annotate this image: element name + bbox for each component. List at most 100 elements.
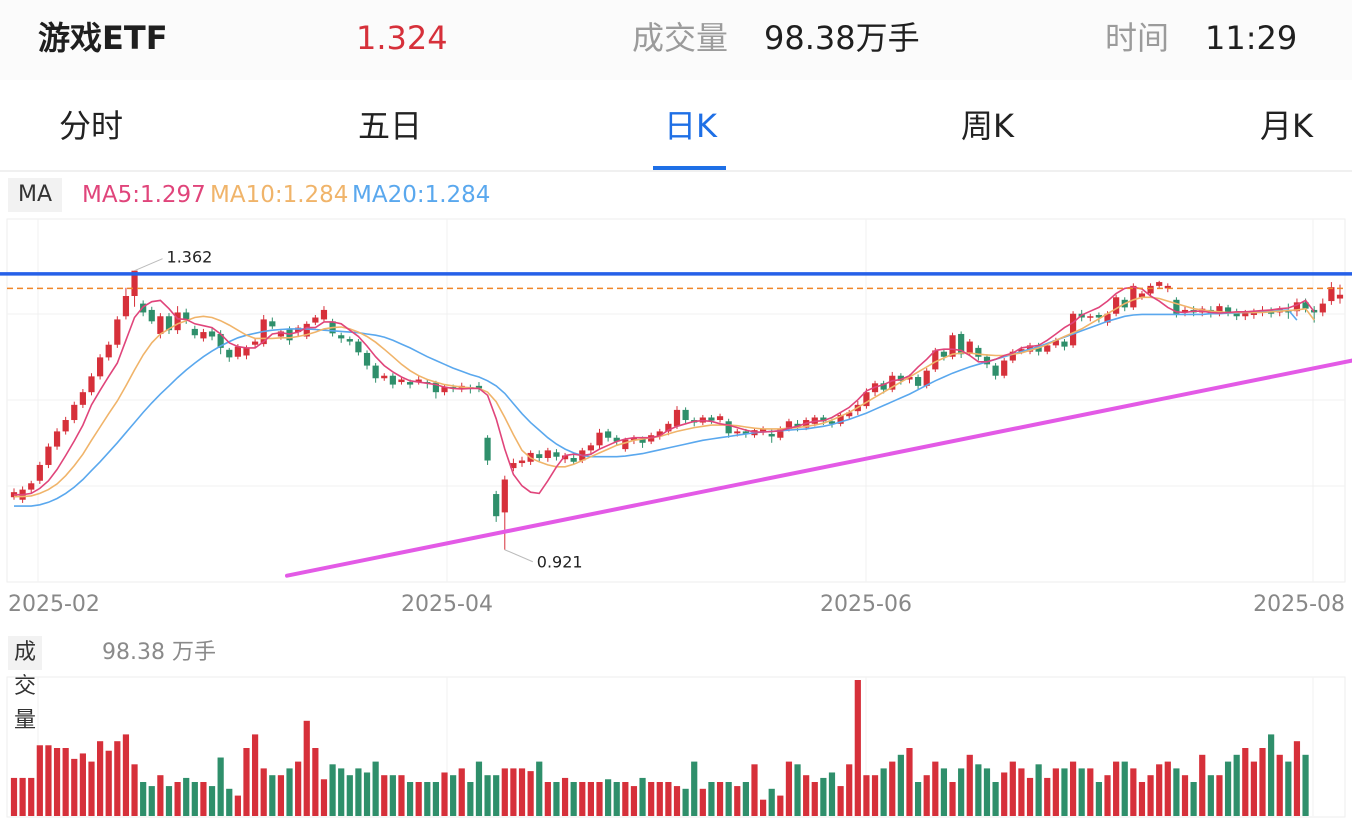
candle-body <box>863 392 870 407</box>
volume-bar <box>260 768 267 816</box>
candlestick-chart[interactable]: 1.362 0.921 2025-02 2025-04 2025-06 2025-08 <box>0 212 1352 632</box>
volume-bar <box>1018 768 1025 816</box>
tab-monthly-k[interactable]: 月K <box>1260 107 1313 145</box>
volume-bar <box>243 748 250 816</box>
volume-bar <box>1268 734 1275 816</box>
volume-bar <box>415 782 422 816</box>
candle-body <box>1087 316 1094 318</box>
volume-bar <box>398 775 405 816</box>
volume-bar <box>768 788 775 816</box>
candle-body <box>622 439 629 450</box>
volume-bar <box>131 764 138 816</box>
candle-body <box>768 433 775 437</box>
volume-bar <box>536 761 543 816</box>
candle-body <box>820 417 827 422</box>
candle-body <box>940 351 948 357</box>
volume-bar <box>424 782 431 816</box>
volume-bar <box>53 748 61 816</box>
volume-bar <box>725 782 732 816</box>
volume-bar <box>217 757 224 816</box>
candle-body <box>656 431 663 437</box>
volume-bar <box>269 775 276 816</box>
volume-bar <box>630 786 638 816</box>
ma-indicator-chip[interactable]: MA <box>8 178 63 212</box>
candle-body <box>114 319 121 345</box>
volume-bar <box>691 761 698 816</box>
candle-body <box>1018 349 1025 352</box>
candle-body <box>398 379 405 383</box>
candle-body <box>1104 313 1111 323</box>
volume-bar <box>295 761 302 816</box>
candle-body <box>716 416 724 421</box>
candle-body <box>303 323 310 337</box>
volume-bar <box>1285 761 1292 816</box>
candle-body <box>36 464 43 481</box>
volume-bar <box>450 775 457 816</box>
volume-bar <box>1250 761 1257 816</box>
volume-bar <box>1164 761 1171 816</box>
candle-body <box>639 439 646 443</box>
volume-bar <box>105 750 112 816</box>
volume-bar <box>338 768 345 816</box>
volume-bar <box>983 768 991 816</box>
volume-bar <box>1138 782 1146 816</box>
volume-bar <box>1181 775 1189 816</box>
candle-body <box>191 328 198 336</box>
volume-bar <box>62 748 69 816</box>
candle-body <box>1138 293 1146 298</box>
candle-body <box>966 341 973 353</box>
volume-bar <box>553 782 560 816</box>
tab-daily-k[interactable]: 日K <box>664 107 717 145</box>
volume-bar <box>1293 741 1301 816</box>
candle-body <box>906 376 913 380</box>
candle-body <box>1095 314 1103 318</box>
volume-bar <box>846 764 853 816</box>
volume-bar <box>613 782 620 816</box>
volume-indicator-chip[interactable]: 成交量 <box>8 636 43 733</box>
volume-bar <box>579 782 586 816</box>
candle-body <box>295 327 302 333</box>
tab-five-day[interactable]: 五日 <box>358 107 423 145</box>
candle-body <box>673 409 681 427</box>
candle-body <box>71 404 78 421</box>
volume-bar <box>157 775 164 816</box>
volume-bar <box>751 764 758 816</box>
candle-body <box>1242 312 1249 317</box>
candle-body <box>1319 303 1326 313</box>
volume-bar <box>1216 775 1223 816</box>
candle-body <box>389 375 396 385</box>
tab-weekly-k[interactable]: 周K <box>961 107 1014 145</box>
tab-intraday[interactable]: 分时 <box>59 107 124 145</box>
volume-bar <box>794 764 801 816</box>
volume-bar <box>1224 761 1232 816</box>
volume-bar <box>36 745 43 816</box>
volume-bar <box>1207 775 1214 816</box>
candle-body <box>277 331 285 337</box>
candle-body <box>682 409 689 421</box>
candle-body <box>1113 297 1120 314</box>
candle-body <box>312 317 319 323</box>
x-tick-label: 2025-08 <box>1253 592 1345 617</box>
candle-body <box>381 375 388 379</box>
volume-bar <box>897 754 904 816</box>
candle-body <box>208 331 216 337</box>
volume-bar <box>148 786 155 816</box>
volume-bar <box>200 782 207 816</box>
candle-body <box>441 387 448 393</box>
candle-body <box>122 296 130 317</box>
volume-bar <box>1173 768 1180 816</box>
volume-chart[interactable] <box>0 676 1352 826</box>
volume-bar <box>226 788 233 816</box>
active-tab-indicator <box>653 166 726 170</box>
volume-bar <box>501 768 508 816</box>
volume-bar <box>673 786 681 816</box>
candle-body <box>544 450 551 458</box>
volume-bar <box>561 777 569 816</box>
candle-body <box>88 376 95 393</box>
volume-bar <box>329 764 336 816</box>
volume-bar <box>346 775 353 816</box>
candle-body <box>501 479 508 513</box>
volume-bar <box>1044 777 1051 816</box>
candle-body <box>536 454 543 458</box>
volume-bar <box>880 768 887 816</box>
